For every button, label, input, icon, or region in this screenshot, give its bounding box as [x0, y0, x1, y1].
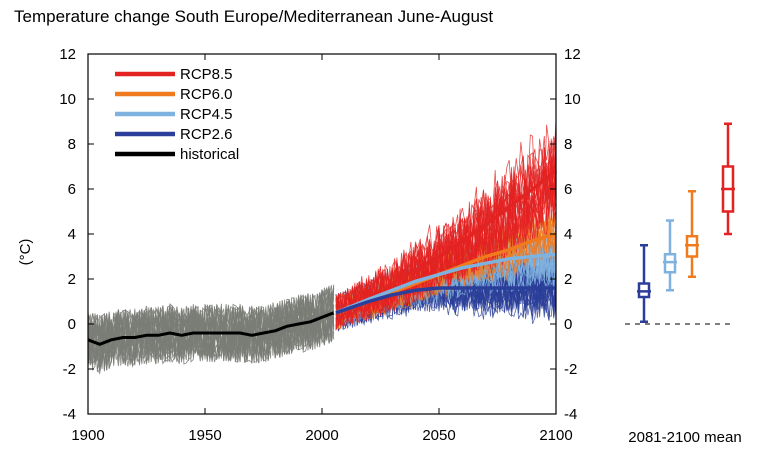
x-tick-label: 1950: [188, 427, 221, 444]
mean-axis-label: 2081-2100 mean: [628, 429, 741, 446]
legend-label: historical: [180, 146, 239, 163]
legend-label: RCP4.5: [180, 106, 233, 123]
right-tick-label: 8: [564, 136, 572, 153]
axes-layer: 1900 1950 2000 2050 2100 -4 -2 0 2 4 6 8 10 12 -4 -2 0 2 4…: [59, 46, 580, 444]
legend-label: RCP8.5: [180, 66, 233, 83]
x-tick-label: 2000: [305, 427, 338, 444]
mean-boxplots: [625, 122, 735, 325]
y-tick-label: 8: [68, 136, 76, 153]
right-tick-label: 12: [564, 46, 581, 63]
right-tick-label: -2: [564, 361, 577, 378]
y-tick-label: -4: [63, 406, 76, 423]
legend-label: RCP6.0: [180, 86, 233, 103]
right-tick-label: 4: [564, 226, 572, 243]
y-tick-label: 12: [59, 46, 76, 63]
legend: RCP8.5 RCP6.0 RCP4.5 RCP2.6 historical: [115, 66, 239, 163]
chart-title: Temperature change South Europe/Mediterr…: [14, 7, 494, 26]
y-axis-label: (°C): [17, 239, 34, 266]
right-tick-label: 2: [564, 271, 572, 288]
right-tick-label: 6: [564, 181, 572, 198]
series-line-rcp26: [335, 286, 556, 315]
x-tick-label: 1900: [71, 427, 104, 444]
series-line-historical: [87, 311, 335, 346]
y-tick-label: 4: [68, 226, 76, 243]
legend-label: RCP2.6: [180, 126, 233, 143]
x-tick-label: 2050: [422, 427, 455, 444]
right-tick-label: -4: [564, 406, 577, 423]
y-tick-label: 10: [59, 91, 76, 108]
series-line-rcp45: [335, 252, 557, 315]
x-tick-label: 2100: [539, 427, 572, 444]
y-tick-label: 2: [68, 271, 76, 288]
y-tick-label: 0: [68, 316, 76, 333]
y-tick-label: 6: [68, 181, 76, 198]
right-tick-label: 0: [564, 316, 572, 333]
series-line-rcp85: [391, 169, 558, 286]
series-layer: [87, 169, 558, 346]
right-tick-label: 10: [564, 91, 581, 108]
y-tick-label: -2: [63, 361, 76, 378]
ensemble-member-rcp85: [335, 164, 557, 325]
ensemble-member-rcp85: [335, 131, 557, 323]
